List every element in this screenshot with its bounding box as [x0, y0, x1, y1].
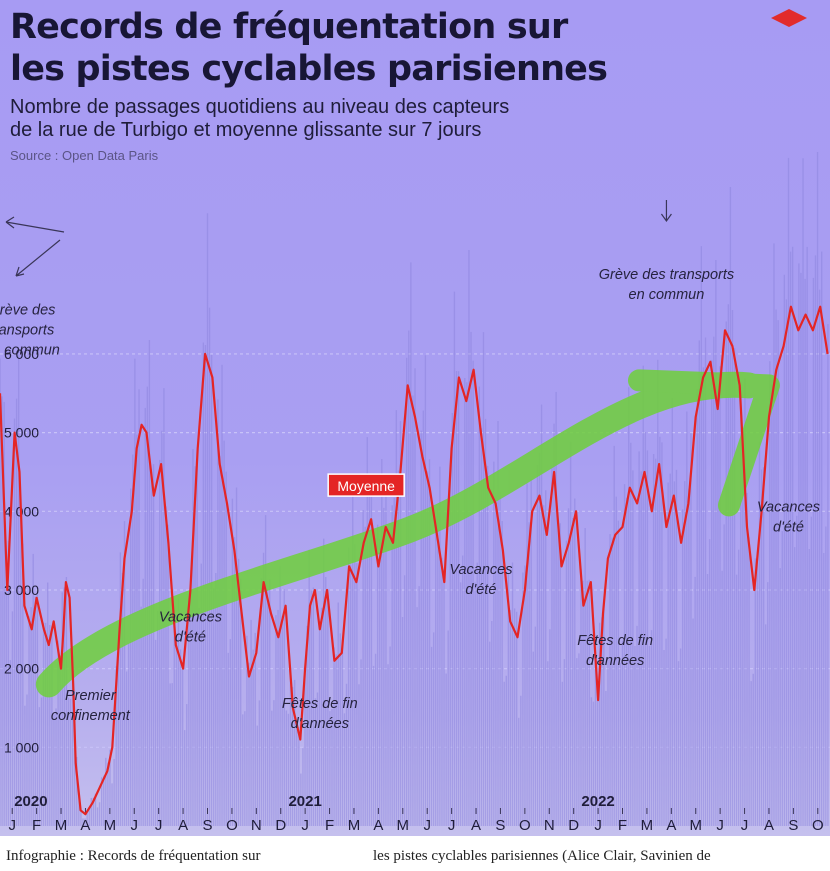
- y-tick-label: 5 000: [4, 425, 39, 441]
- month-label: A: [471, 817, 481, 834]
- month-label: O: [519, 817, 531, 834]
- pointer-arrow: [15, 239, 61, 277]
- month-label: J: [741, 817, 749, 834]
- year-label: 2020: [14, 793, 47, 810]
- annotation-2: Grève des transports en commun: [599, 267, 734, 303]
- month-label: N: [251, 817, 262, 834]
- page-title: Records de fréquentation sur les pistes …: [10, 6, 750, 90]
- month-label: M: [689, 817, 702, 834]
- pointer-arrow: [660, 200, 672, 223]
- month-label: J: [423, 817, 431, 834]
- month-label: A: [80, 817, 90, 834]
- annotation-1: Grève des transports en commun: [0, 303, 60, 359]
- source-note: Source : Open Data Paris: [10, 148, 159, 163]
- month-label: A: [764, 817, 774, 834]
- month-label: F: [618, 817, 627, 834]
- annotation-line: d'été: [465, 582, 496, 598]
- y-tick-label: 2 000: [4, 661, 39, 677]
- month-label: A: [666, 817, 676, 834]
- annotation-line: d'été: [175, 629, 206, 645]
- month-label: J: [448, 817, 456, 834]
- annotation-line: d'été: [773, 519, 804, 535]
- month-label: D: [568, 817, 579, 834]
- annotation-6: Vacances d'été: [449, 562, 512, 598]
- year-label: 2021: [288, 793, 321, 810]
- month-label: M: [641, 817, 654, 834]
- month-label: M: [55, 817, 68, 834]
- month-label: M: [397, 817, 410, 834]
- month-label: J: [8, 817, 16, 834]
- moving-average-line: [0, 305, 829, 816]
- footer-caption-left: Infographie : Records de fréquentation s…: [6, 848, 261, 864]
- subtitle-line-1: Nombre de passages quotidiens au niveau …: [10, 96, 510, 118]
- month-label: A: [178, 817, 188, 834]
- month-label: J: [301, 817, 309, 834]
- trend-arrow-head: [627, 369, 780, 517]
- month-label: J: [594, 817, 602, 834]
- month-label: F: [325, 817, 334, 834]
- y-tick-label: 3 000: [4, 582, 39, 598]
- month-label: D: [275, 817, 286, 834]
- annotation-7: Fêtes de fin d'années: [577, 633, 653, 669]
- footer-caption-right: les pistes cyclables parisiennes (Alice …: [373, 848, 711, 864]
- annotation-5: Fêtes de fin d'années: [282, 696, 358, 732]
- annotation-line: Fêtes de fin: [282, 696, 358, 712]
- month-label: O: [226, 817, 238, 834]
- annotation-line: Fêtes de fin: [577, 633, 653, 649]
- daily-bars: [0, 151, 829, 826]
- subtitle-line-2: de la rue de Turbigo et moyenne glissant…: [10, 119, 482, 141]
- annotation-3: Premier confinement: [51, 688, 131, 724]
- month-label: J: [716, 817, 724, 834]
- diamond-logo-icon[interactable]: [771, 9, 807, 27]
- month-label: M: [104, 817, 117, 834]
- moyenne-label: Moyenne: [327, 473, 405, 497]
- annotation-line: Premier: [65, 688, 117, 704]
- trend-arrow: [35, 369, 780, 698]
- month-label: S: [788, 817, 798, 834]
- month-label: M: [348, 817, 361, 834]
- title-line-2: les pistes cyclables parisiennes: [10, 49, 608, 89]
- annotation-line: d'années: [291, 716, 349, 732]
- annotation-line: Grève des transports: [599, 267, 734, 283]
- month-label: S: [495, 817, 505, 834]
- annotation-line: Grève des: [0, 303, 55, 319]
- footer-caption: Infographie : Records de fréquentation s…: [0, 836, 830, 871]
- month-label: J: [131, 817, 139, 834]
- annotation-line: transports: [0, 323, 54, 339]
- moyenne-label-text: Moyenne: [337, 478, 395, 494]
- title-line-1: Records de fréquentation sur: [10, 7, 568, 47]
- annotation-line: en commun: [0, 343, 60, 359]
- y-tick-label: 1 000: [4, 739, 39, 755]
- month-label: S: [202, 817, 212, 834]
- month-label: N: [544, 817, 555, 834]
- annotation-line: Vacances: [159, 609, 222, 625]
- annotation-8: Vacances d'été: [757, 499, 820, 535]
- annotation-line: d'années: [586, 653, 644, 669]
- annotation-pointers: [5, 200, 672, 277]
- pointer-arrow: [5, 216, 65, 233]
- annotation-line: en commun: [629, 287, 705, 303]
- y-tick-label: 6 000: [4, 346, 39, 362]
- month-label: O: [812, 817, 824, 834]
- annotation-4: Vacances d'été: [159, 609, 222, 645]
- moyenne-label-box: [327, 473, 405, 497]
- subtitle: Nombre de passages quotidiens au niveau …: [10, 96, 670, 142]
- trend-arrow-shaft: [35, 371, 762, 698]
- month-label: A: [373, 817, 383, 834]
- annotation-line: Vacances: [757, 499, 820, 515]
- month-label: J: [155, 817, 163, 834]
- annotation-line: Vacances: [449, 562, 512, 578]
- year-label: 2022: [581, 793, 614, 810]
- annotation-line: confinement: [51, 708, 131, 724]
- month-label: F: [32, 817, 41, 834]
